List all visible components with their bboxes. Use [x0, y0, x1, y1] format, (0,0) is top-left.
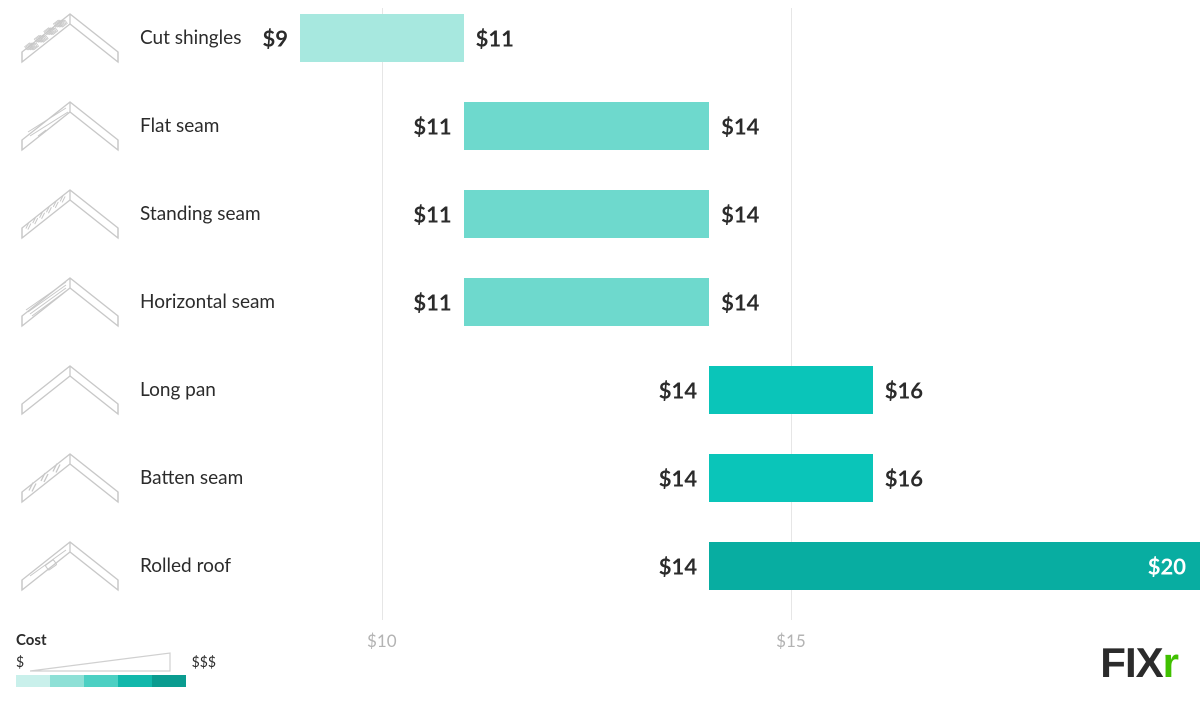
legend-wedge: $ $$$	[16, 651, 216, 673]
chart-row: Batten seam $14 $16	[0, 450, 1200, 505]
row-label: Cut shingles	[140, 26, 241, 49]
range-bar	[464, 190, 709, 238]
x-tick-label: $15	[776, 630, 806, 651]
value-low: $14	[659, 376, 697, 403]
range-bar: $20	[709, 542, 1200, 590]
legend-swatch	[84, 675, 118, 687]
value-low: $11	[413, 200, 451, 227]
value-high: $16	[885, 464, 923, 491]
roof-icon-flat	[16, 96, 124, 156]
value-high: $11	[476, 24, 514, 51]
range-bar	[709, 366, 873, 414]
legend-title: Cost	[16, 631, 216, 649]
chart-row: Rolled roof $20 $14	[0, 538, 1200, 593]
value-low: $14	[659, 552, 697, 579]
roof-icon-rolled	[16, 536, 124, 596]
legend-swatch	[152, 675, 186, 687]
value-high: $14	[721, 200, 759, 227]
row-label: Batten seam	[140, 466, 243, 489]
range-bar-chart: Cut shingles $9 $11 Flat seam $11 $14 Standi…	[0, 0, 1200, 620]
range-bar	[464, 278, 709, 326]
logo-text-green: r	[1163, 639, 1178, 687]
roof-icon-longpan	[16, 360, 124, 420]
legend-swatches	[16, 675, 186, 687]
row-label: Standing seam	[140, 202, 261, 225]
roof-icon-shingles	[16, 8, 124, 68]
chart-row: Flat seam $11 $14	[0, 98, 1200, 153]
fixr-logo: FIXr	[1100, 639, 1178, 687]
range-bar	[300, 14, 464, 62]
legend-low-label: $	[16, 653, 24, 670]
legend-swatch	[50, 675, 84, 687]
value-low: $9	[262, 24, 288, 51]
legend-high-label: $$$	[192, 653, 216, 670]
legend-swatch	[16, 675, 50, 687]
row-label: Horizontal seam	[140, 290, 275, 313]
value-low: $11	[413, 112, 451, 139]
chart-row: Cut shingles $9 $11	[0, 10, 1200, 65]
row-label: Long pan	[140, 378, 216, 401]
value-low: $14	[659, 464, 697, 491]
value-high: $14	[721, 112, 759, 139]
roof-icon-horizontal	[16, 272, 124, 332]
value-high: $20	[1148, 552, 1186, 579]
cost-legend: Cost $ $$$	[16, 631, 216, 687]
chart-row: Standing seam $11 $14	[0, 186, 1200, 241]
row-label: Rolled roof	[140, 554, 231, 577]
value-high: $14	[721, 288, 759, 315]
x-tick-label: $10	[367, 630, 397, 651]
value-low: $11	[413, 288, 451, 315]
roof-icon-standing	[16, 184, 124, 244]
roof-icon-batten	[16, 448, 124, 508]
row-label: Flat seam	[140, 114, 219, 137]
logo-text-black: FIX	[1100, 639, 1162, 686]
range-bar	[464, 102, 709, 150]
chart-row: Long pan $14 $16	[0, 362, 1200, 417]
chart-row: Horizontal seam $11 $14	[0, 274, 1200, 329]
range-bar	[709, 454, 873, 502]
value-high: $16	[885, 376, 923, 403]
legend-swatch	[118, 675, 152, 687]
